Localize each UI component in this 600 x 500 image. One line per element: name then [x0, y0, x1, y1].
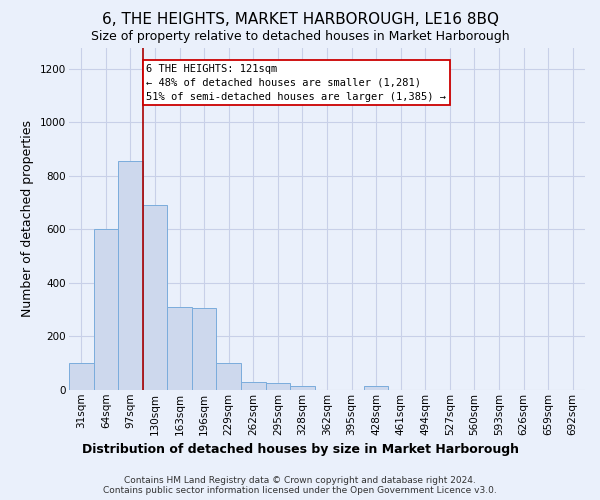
- Bar: [217, 363, 241, 390]
- Bar: [364, 386, 388, 390]
- Text: Contains public sector information licensed under the Open Government Licence v3: Contains public sector information licen…: [103, 486, 497, 495]
- Bar: [143, 206, 167, 390]
- Bar: [94, 230, 118, 390]
- Text: Contains HM Land Registry data © Crown copyright and database right 2024.: Contains HM Land Registry data © Crown c…: [124, 476, 476, 485]
- Y-axis label: Number of detached properties: Number of detached properties: [22, 120, 34, 318]
- Bar: [192, 308, 217, 390]
- Text: 6 THE HEIGHTS: 121sqm
← 48% of detached houses are smaller (1,281)
51% of semi-d: 6 THE HEIGHTS: 121sqm ← 48% of detached …: [146, 64, 446, 102]
- Bar: [167, 307, 192, 390]
- Bar: [69, 363, 94, 390]
- Text: 6, THE HEIGHTS, MARKET HARBOROUGH, LE16 8BQ: 6, THE HEIGHTS, MARKET HARBOROUGH, LE16 …: [101, 12, 499, 28]
- Bar: [266, 384, 290, 390]
- Text: Distribution of detached houses by size in Market Harborough: Distribution of detached houses by size …: [82, 442, 518, 456]
- Bar: [290, 386, 315, 390]
- Text: Size of property relative to detached houses in Market Harborough: Size of property relative to detached ho…: [91, 30, 509, 43]
- Bar: [241, 382, 266, 390]
- Bar: [118, 161, 143, 390]
